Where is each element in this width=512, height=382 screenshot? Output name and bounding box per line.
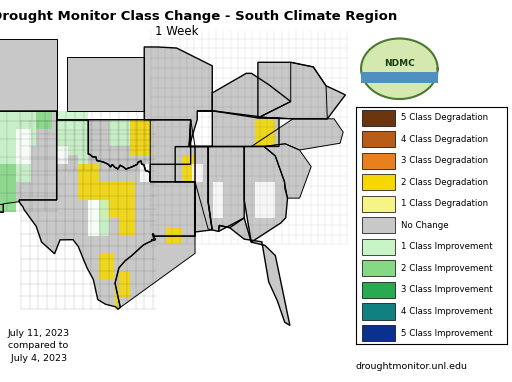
Polygon shape [254, 182, 275, 218]
Bar [362, 131, 395, 147]
Polygon shape [99, 182, 119, 218]
Polygon shape [78, 129, 89, 164]
Text: July 11, 2023
compared to
 July 4, 2023: July 11, 2023 compared to July 4, 2023 [8, 329, 70, 363]
Polygon shape [197, 73, 291, 118]
Polygon shape [130, 120, 151, 155]
Text: U.S. Drought Monitor Class Change - South Climate Region: U.S. Drought Monitor Class Change - Sout… [0, 10, 397, 23]
Polygon shape [213, 182, 223, 218]
Bar [362, 282, 395, 298]
Polygon shape [254, 120, 275, 146]
Text: 4 Class Improvement: 4 Class Improvement [401, 307, 493, 316]
Polygon shape [140, 164, 151, 182]
Polygon shape [258, 62, 327, 119]
Text: 3 Class Degradation: 3 Class Degradation [401, 156, 488, 165]
Polygon shape [144, 47, 212, 146]
Bar [362, 217, 395, 233]
Polygon shape [15, 129, 31, 164]
Text: 2 Class Improvement: 2 Class Improvement [401, 264, 493, 273]
Polygon shape [115, 284, 118, 309]
Polygon shape [219, 218, 290, 325]
Polygon shape [119, 182, 135, 236]
Polygon shape [15, 111, 36, 146]
Text: 5 Class Improvement: 5 Class Improvement [401, 329, 493, 338]
Text: 1 Class Degradation: 1 Class Degradation [401, 199, 488, 208]
Polygon shape [57, 111, 190, 182]
Text: NDMC: NDMC [384, 59, 415, 68]
Polygon shape [182, 155, 195, 182]
Text: 5 Class Degradation: 5 Class Degradation [401, 113, 488, 122]
Polygon shape [99, 253, 114, 280]
Text: 3 Class Improvement: 3 Class Improvement [401, 285, 493, 295]
Bar [362, 239, 395, 255]
Polygon shape [175, 147, 212, 232]
Polygon shape [166, 227, 182, 244]
Bar [362, 196, 395, 212]
Bar [362, 174, 395, 190]
Polygon shape [361, 72, 438, 83]
Polygon shape [78, 111, 89, 129]
Polygon shape [115, 182, 195, 308]
Polygon shape [189, 111, 279, 146]
Bar [362, 153, 395, 169]
Polygon shape [0, 111, 57, 212]
Bar [362, 110, 395, 126]
Text: 2 Class Degradation: 2 Class Degradation [401, 178, 488, 187]
Polygon shape [57, 111, 78, 129]
Bar [362, 261, 395, 277]
Polygon shape [78, 164, 99, 200]
Polygon shape [89, 200, 99, 236]
Polygon shape [89, 200, 109, 236]
Polygon shape [192, 164, 203, 182]
Polygon shape [67, 57, 144, 111]
Polygon shape [264, 144, 311, 198]
Polygon shape [244, 146, 288, 242]
Polygon shape [36, 111, 52, 129]
Text: 1 Week: 1 Week [155, 25, 198, 38]
Text: No Change: No Change [401, 221, 449, 230]
Text: droughtmonitor.unl.edu: droughtmonitor.unl.edu [356, 361, 468, 371]
Polygon shape [119, 271, 130, 298]
Polygon shape [251, 119, 343, 150]
Polygon shape [0, 164, 15, 212]
Polygon shape [0, 111, 3, 212]
Polygon shape [57, 146, 68, 164]
Polygon shape [0, 39, 57, 111]
Text: 4 Class Degradation: 4 Class Degradation [401, 135, 488, 144]
Polygon shape [208, 147, 244, 231]
Polygon shape [175, 120, 212, 230]
Polygon shape [15, 146, 31, 182]
Text: 1 Class Improvement: 1 Class Improvement [401, 243, 493, 251]
Polygon shape [0, 22, 358, 360]
Bar [362, 325, 395, 341]
Bar [362, 303, 395, 320]
Circle shape [361, 39, 438, 99]
Polygon shape [150, 120, 195, 182]
Polygon shape [258, 62, 346, 119]
Polygon shape [109, 120, 130, 146]
Polygon shape [19, 111, 195, 309]
Polygon shape [57, 120, 78, 155]
Polygon shape [0, 111, 15, 164]
